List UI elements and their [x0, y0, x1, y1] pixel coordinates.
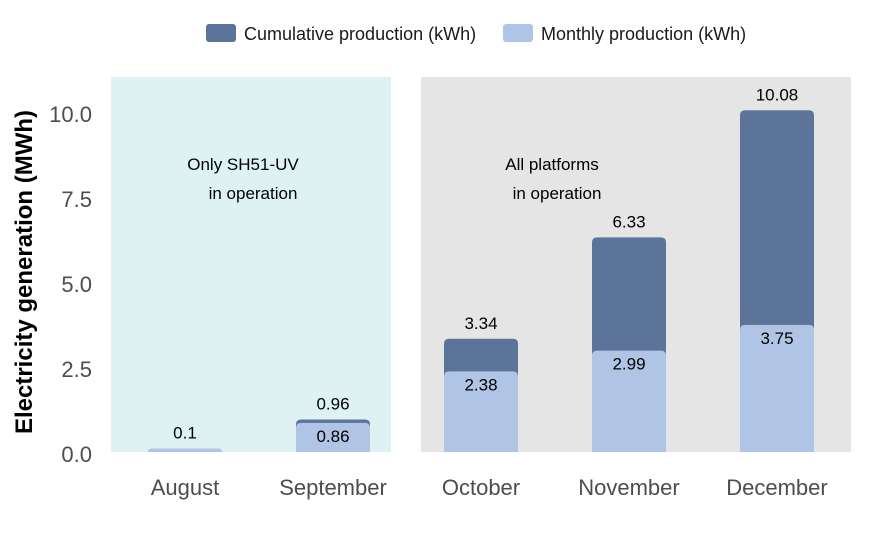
data-label-cumulative-september: 0.96 [316, 394, 349, 413]
annotation-line-2-single-platform: in operation [209, 184, 298, 203]
x-tick-label-october: October [442, 475, 520, 500]
panel-background-single-platform [111, 77, 391, 452]
y-tick-label: 7.5 [61, 187, 92, 212]
y-tick-label: 2.5 [61, 357, 92, 382]
legend-label-cumulative: Cumulative production (kWh) [244, 24, 476, 44]
x-tick-label-september: September [279, 475, 387, 500]
bar-monthly-october [444, 371, 518, 452]
data-label-cumulative-august: 0.1 [173, 424, 197, 443]
data-label-cumulative-december: 10.08 [756, 85, 799, 104]
bar-monthly-december [740, 324, 814, 452]
data-label-cumulative-november: 6.33 [612, 212, 645, 231]
y-tick-label: 0.0 [61, 442, 92, 467]
y-tick-label: 10.0 [49, 102, 92, 127]
data-label-monthly-november: 2.99 [612, 355, 645, 374]
bar-monthly-september [296, 422, 370, 452]
y-axis-title: Electricity generation (MWh) [11, 110, 38, 434]
legend-swatch-monthly [503, 24, 533, 42]
legend-label-monthly: Monthly production (kWh) [541, 24, 746, 44]
bars-group: 0.1 0.96 0.86 3.34 2.38 6.33 2.99 10.08 3.75 [148, 85, 814, 453]
legend: Cumulative production (kWh) Monthly prod… [206, 24, 746, 44]
y-axis: 10.0 7.5 5.0 2.5 0.0 [49, 102, 92, 467]
legend-swatch-cumulative [206, 24, 236, 42]
bar-monthly-august [148, 448, 222, 452]
x-axis: August September October November Decemb… [151, 475, 828, 500]
bar-monthly-november [592, 350, 666, 452]
annotation-line-1-single-platform: Only SH51-UV [187, 155, 299, 174]
x-tick-label-december: December [726, 475, 827, 500]
x-tick-label-august: August [151, 475, 220, 500]
data-label-monthly-september: 0.86 [316, 427, 349, 446]
data-label-cumulative-october: 3.34 [464, 314, 497, 333]
annotation-line-1-all-platforms: All platforms [505, 155, 599, 174]
y-tick-label: 5.0 [61, 272, 92, 297]
data-label-monthly-december: 3.75 [760, 329, 793, 348]
annotation-line-2-all-platforms: in operation [513, 184, 602, 203]
data-label-monthly-october: 2.38 [464, 375, 497, 394]
x-tick-label-november: November [578, 475, 679, 500]
